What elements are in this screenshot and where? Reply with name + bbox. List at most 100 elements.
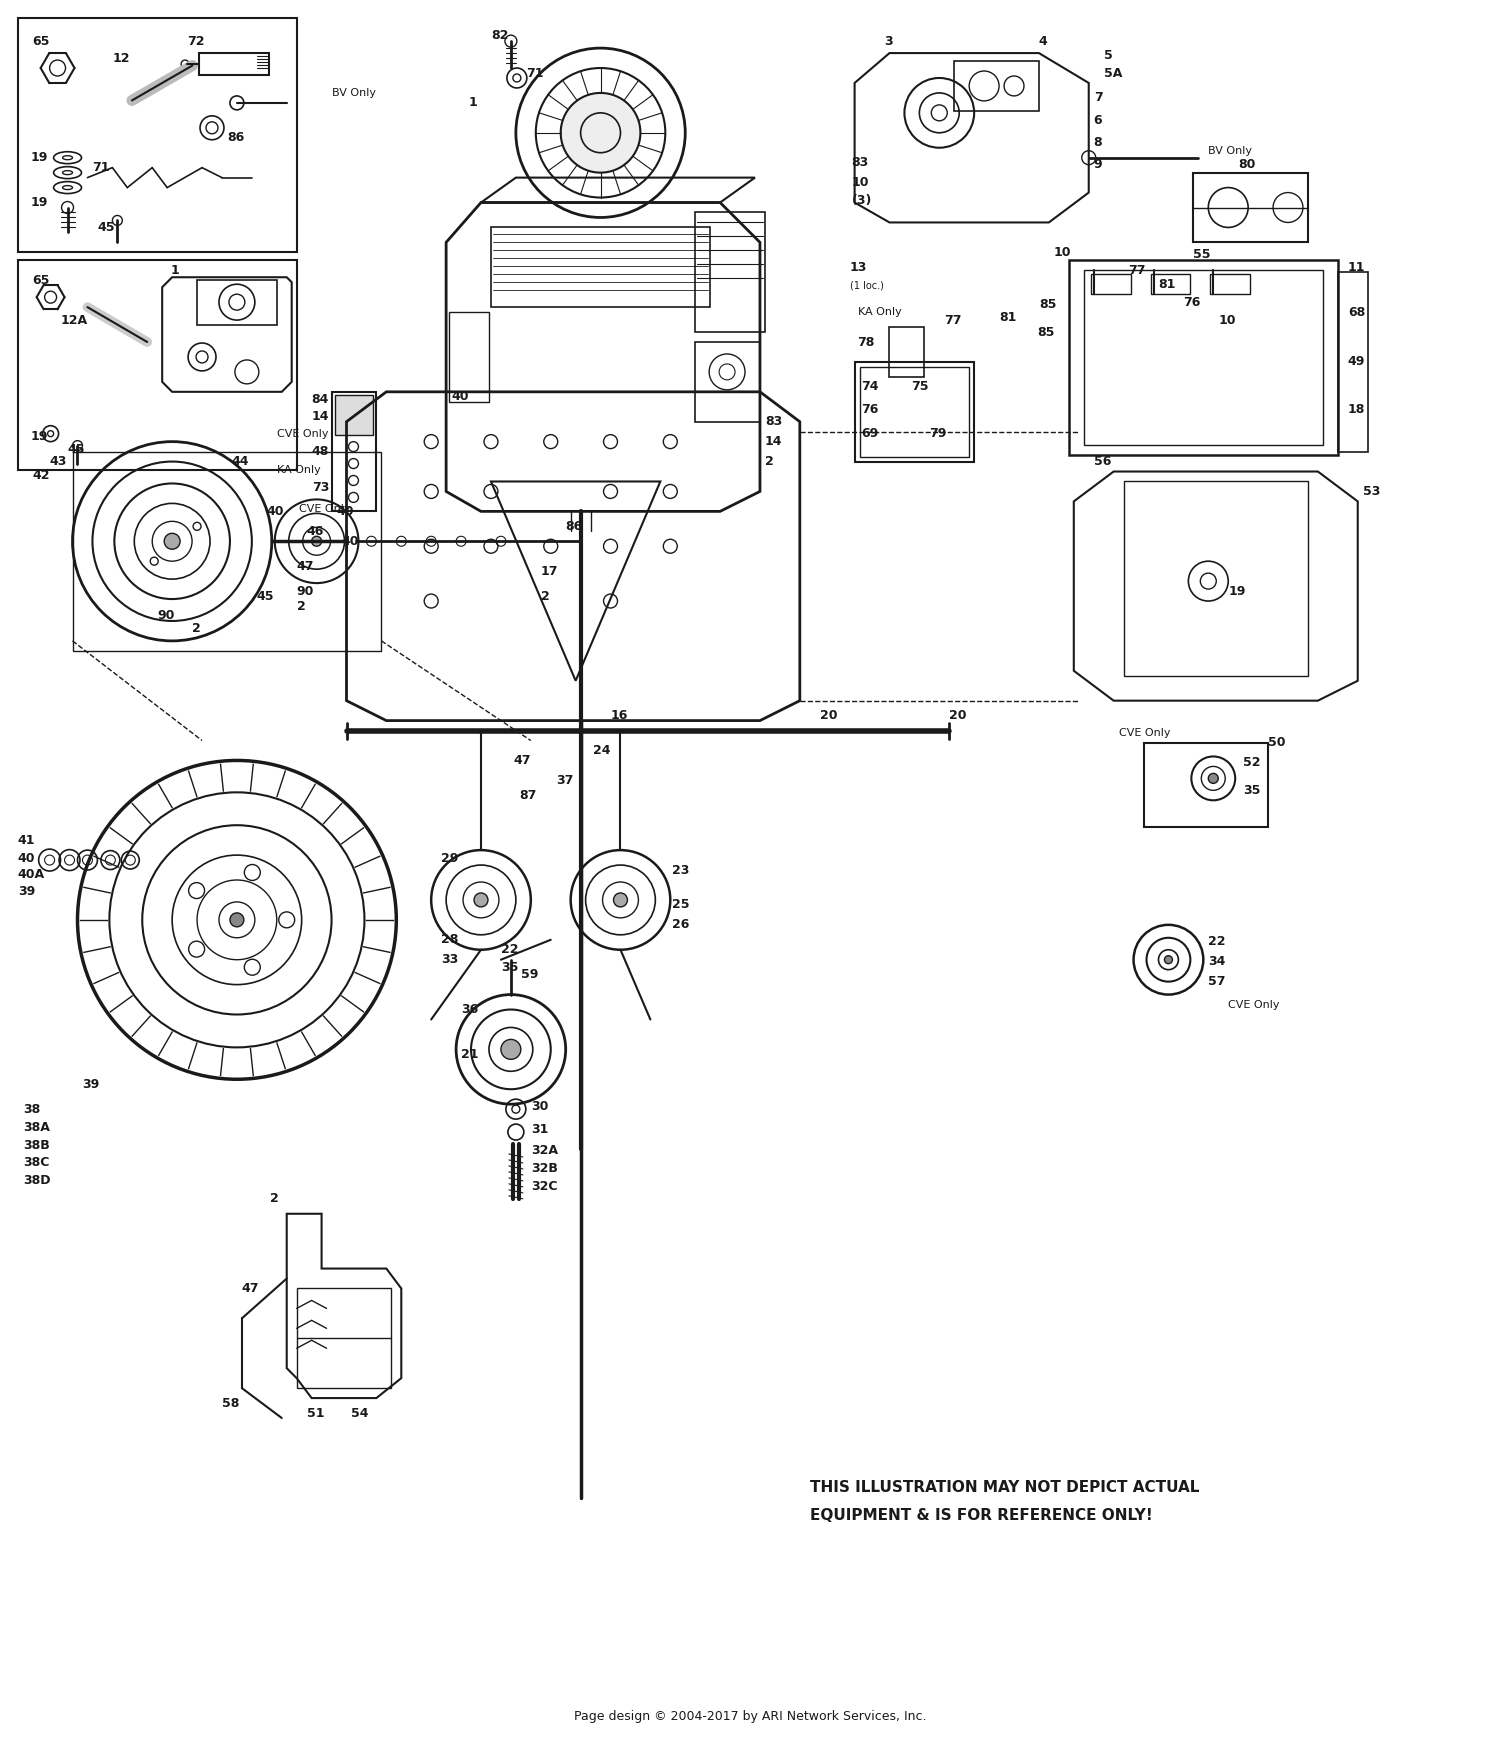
Text: 14: 14 xyxy=(312,410,328,423)
Circle shape xyxy=(501,1039,520,1060)
Text: 13: 13 xyxy=(849,261,867,273)
Bar xyxy=(1210,275,1249,294)
Text: 19: 19 xyxy=(30,430,48,444)
Text: 12: 12 xyxy=(112,51,130,65)
Text: CVE Only: CVE Only xyxy=(278,428,328,438)
Text: 43: 43 xyxy=(50,454,68,468)
Text: 2: 2 xyxy=(192,622,201,636)
Text: CVE Only: CVE Only xyxy=(1119,727,1170,738)
Bar xyxy=(297,1289,392,1388)
Text: 38B: 38B xyxy=(22,1139,50,1152)
Text: 59: 59 xyxy=(520,969,538,981)
Text: CVE Only: CVE Only xyxy=(298,504,350,514)
Circle shape xyxy=(561,93,640,173)
Text: 2: 2 xyxy=(765,454,774,468)
Text: BV Only: BV Only xyxy=(332,88,375,99)
Text: 32C: 32C xyxy=(531,1180,558,1194)
Bar xyxy=(18,261,297,470)
Text: 12A: 12A xyxy=(60,313,87,326)
Bar xyxy=(1070,261,1338,454)
Text: 24: 24 xyxy=(592,743,610,757)
Bar xyxy=(694,213,765,333)
Text: 34: 34 xyxy=(1209,954,1225,969)
Text: 45: 45 xyxy=(256,590,274,602)
Text: 80: 80 xyxy=(1238,158,1256,171)
Text: 14: 14 xyxy=(765,435,783,447)
Bar xyxy=(1194,173,1308,243)
Bar xyxy=(490,227,710,306)
Text: 69: 69 xyxy=(861,428,879,440)
Text: 19: 19 xyxy=(1228,585,1245,597)
Text: 84: 84 xyxy=(312,393,328,407)
Text: 19: 19 xyxy=(30,195,48,210)
Text: 82: 82 xyxy=(490,28,508,42)
Text: 49: 49 xyxy=(1348,356,1365,368)
Text: 36: 36 xyxy=(460,1004,478,1016)
Text: 1: 1 xyxy=(470,97,478,109)
Circle shape xyxy=(312,537,321,546)
Text: 1: 1 xyxy=(170,264,178,276)
Text: 2: 2 xyxy=(297,599,306,613)
Text: 47: 47 xyxy=(297,560,314,572)
Text: 53: 53 xyxy=(1362,484,1380,498)
Bar xyxy=(954,62,1040,111)
Text: 6: 6 xyxy=(1094,114,1102,127)
Text: 39: 39 xyxy=(18,886,34,898)
Text: 86: 86 xyxy=(226,132,244,144)
Text: 5: 5 xyxy=(1104,49,1113,62)
Text: 85: 85 xyxy=(1040,298,1056,310)
Text: KA Only: KA Only xyxy=(858,306,901,317)
Text: 48: 48 xyxy=(312,446,328,458)
Text: 26: 26 xyxy=(672,917,690,932)
Text: 31: 31 xyxy=(531,1122,548,1136)
Text: 42: 42 xyxy=(33,468,50,483)
Text: 23: 23 xyxy=(672,863,690,877)
Text: 50: 50 xyxy=(1268,736,1286,748)
Text: 57: 57 xyxy=(1209,976,1225,988)
Text: 38C: 38C xyxy=(22,1157,50,1169)
Text: 17: 17 xyxy=(542,565,558,578)
Text: 2: 2 xyxy=(542,590,549,602)
Bar xyxy=(1143,743,1268,828)
Text: 28: 28 xyxy=(441,933,459,946)
Bar xyxy=(1090,275,1131,294)
Text: 79: 79 xyxy=(930,428,946,440)
Bar xyxy=(448,312,489,402)
Bar xyxy=(334,394,374,435)
Bar xyxy=(694,342,760,421)
Text: 46: 46 xyxy=(306,525,324,537)
Text: 71: 71 xyxy=(526,67,543,79)
Text: 25: 25 xyxy=(672,898,690,912)
Text: 77: 77 xyxy=(1128,264,1146,276)
Text: 86: 86 xyxy=(566,519,584,534)
Bar xyxy=(890,328,924,377)
Text: 65: 65 xyxy=(33,35,50,48)
Text: 71: 71 xyxy=(93,162,110,174)
Text: Page design © 2004-2017 by ARI Network Services, Inc.: Page design © 2004-2017 by ARI Network S… xyxy=(573,1710,926,1724)
Text: 45: 45 xyxy=(98,220,116,234)
Text: 90: 90 xyxy=(297,585,314,597)
Text: (3): (3) xyxy=(852,194,871,208)
Text: 21: 21 xyxy=(460,1048,478,1060)
Text: 51: 51 xyxy=(306,1407,324,1419)
Text: 45: 45 xyxy=(68,444,86,456)
Bar xyxy=(1338,273,1368,451)
Text: 20: 20 xyxy=(819,710,837,722)
Text: 83: 83 xyxy=(765,416,782,428)
Text: BV Only: BV Only xyxy=(1209,146,1252,155)
Text: 81: 81 xyxy=(1158,278,1176,291)
Circle shape xyxy=(614,893,627,907)
Text: (1 loc.): (1 loc.) xyxy=(849,280,883,291)
Text: 4: 4 xyxy=(1040,35,1047,48)
Circle shape xyxy=(474,893,488,907)
Text: 18: 18 xyxy=(1348,403,1365,416)
Text: 41: 41 xyxy=(18,833,34,847)
Text: 39: 39 xyxy=(82,1078,99,1090)
Text: 72: 72 xyxy=(188,35,204,48)
Text: 29: 29 xyxy=(441,852,459,865)
Text: 19: 19 xyxy=(30,151,48,164)
Bar xyxy=(196,280,278,326)
Text: 52: 52 xyxy=(1244,755,1260,770)
Text: 38: 38 xyxy=(22,1102,40,1116)
Text: 7: 7 xyxy=(1094,92,1102,104)
